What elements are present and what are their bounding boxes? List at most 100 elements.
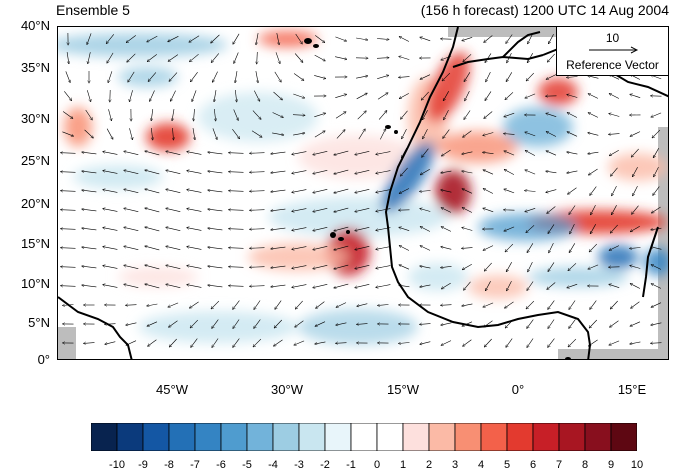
wind-vector: [190, 72, 198, 82]
wind-vector: [145, 170, 160, 175]
wind-vector: [588, 168, 598, 175]
wind-vector: [611, 205, 617, 215]
wind-vector: [166, 189, 181, 193]
lat-label-0: 0°: [37, 352, 50, 367]
wind-vector: [399, 285, 410, 288]
wind-vector: [462, 264, 472, 269]
wind-vector: [376, 189, 391, 193]
wind-vector: [313, 189, 328, 192]
wind-vector: [233, 319, 240, 329]
wind-vector: [124, 246, 139, 250]
wind-vector: [548, 224, 555, 233]
wind-vector: [399, 265, 410, 270]
wind-vector: [630, 226, 640, 231]
wind-vector: [82, 209, 97, 212]
wind-vector: [504, 134, 515, 135]
wind-vector: [401, 147, 407, 158]
wind-vector: [568, 187, 577, 194]
wind-vector: [250, 248, 265, 249]
colorbar-tick-label: 3: [451, 459, 459, 471]
wind-vector: [334, 226, 349, 231]
colorbar-tick-label: -5: [242, 459, 252, 471]
wind-vector: [526, 225, 535, 232]
colorbar-swatch: [116, 422, 144, 452]
wind-vector: [484, 111, 493, 119]
wind-vector: [295, 300, 303, 309]
colorbar-swatch: [168, 422, 196, 452]
wind-vector: [62, 111, 73, 119]
lon-label-15w: 15°W: [387, 382, 419, 397]
wind-vector: [106, 34, 115, 43]
wind-vector: [85, 109, 93, 120]
wind-vector: [462, 303, 473, 306]
wind-vector: [546, 151, 557, 156]
wind-vector: [292, 246, 307, 250]
wind-vector: [376, 151, 391, 155]
wind-vector: [504, 151, 515, 156]
wind-vector: [464, 110, 471, 120]
wind-vector: [292, 227, 307, 231]
wind-vector: [652, 129, 661, 138]
wind-vector: [484, 338, 492, 347]
wind-vector: [526, 72, 535, 81]
wind-vector: [150, 90, 155, 102]
wind-vector: [148, 339, 157, 347]
wind-vector: [271, 189, 286, 192]
wind-vector: [126, 35, 136, 42]
wind-vector: [441, 170, 452, 173]
wind-vector: [212, 71, 218, 83]
wind-vector: [507, 52, 512, 63]
wind-vector: [355, 265, 370, 268]
wind-vector: [124, 208, 139, 212]
wind-vector: [483, 152, 494, 153]
wind-vector: [400, 167, 408, 176]
wind-vector: [335, 112, 346, 119]
colorbar-tick-label: 0: [373, 459, 381, 471]
wind-vector: [63, 305, 74, 306]
wind-vector: [214, 108, 215, 121]
colorbar-swatch: [506, 422, 534, 452]
lat-label-20n: 20°N: [20, 196, 50, 211]
wind-vector: [420, 324, 431, 325]
wind-vectors: [61, 32, 662, 348]
wind-vector: [272, 112, 284, 118]
wind-vector: [250, 191, 265, 192]
wind-vector: [65, 71, 70, 82]
colorbar-swatch: [428, 422, 456, 452]
colorbar-tick-label: -1: [346, 459, 356, 471]
wind-vector: [651, 112, 662, 117]
wind-vector: [108, 71, 113, 82]
wind-vector: [527, 338, 534, 348]
wind-vector: [399, 227, 410, 231]
colorbar-swatch: [90, 422, 118, 452]
wind-vector: [651, 322, 662, 325]
wind-vector: [588, 133, 599, 136]
wind-vector: [292, 284, 307, 288]
lat-label-30n: 30°N: [20, 111, 50, 126]
wind-vector: [147, 321, 158, 326]
colorbar-swatch: [480, 422, 508, 452]
wind-vector: [483, 170, 494, 175]
wind-vector: [376, 246, 391, 250]
wind-vector: [567, 132, 578, 137]
wind-vector: [128, 71, 135, 82]
wind-vector: [420, 37, 431, 42]
forecast-time-title: (156 h forecast) 1200 UTC 14 Aug 2004: [420, 2, 669, 18]
wind-vector: [82, 266, 97, 269]
wind-vector: [275, 52, 280, 63]
wind-vector: [274, 319, 283, 328]
colorbar-tick-label: 6: [529, 459, 537, 471]
wind-vector: [441, 305, 452, 306]
wind-vector: [548, 34, 554, 44]
wind-vector: [82, 171, 97, 174]
wind-vector: [334, 207, 349, 212]
wind-vector: [145, 246, 160, 251]
wind-vector: [334, 264, 349, 269]
wind-vector: [651, 227, 662, 230]
wind-vector: [567, 77, 578, 78]
wind-vector: [358, 129, 365, 140]
wind-vector: [547, 282, 556, 290]
wind-vector: [189, 301, 199, 308]
wind-vector: [548, 262, 555, 271]
colorbar-swatch: [610, 422, 638, 452]
